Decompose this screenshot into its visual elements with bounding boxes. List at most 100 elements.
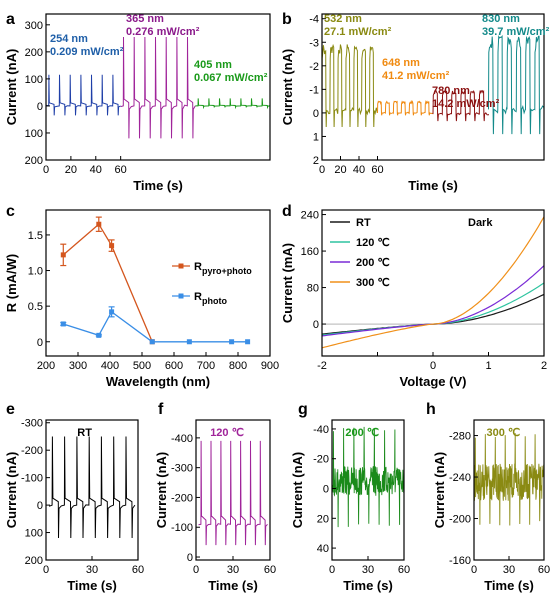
y-tick-label: -4 [309, 14, 319, 26]
plot-frame [45, 419, 139, 561]
y-tick-label: -2 [309, 61, 319, 73]
legend-marker [178, 263, 184, 269]
x-tick-label: 300 [69, 360, 87, 372]
y-tick-label: -100 [171, 522, 193, 534]
y-tick-label: 80 [307, 283, 319, 295]
y-tick-label: -240 [449, 472, 471, 484]
y-tick-label: 240 [301, 210, 319, 222]
x-tick-label: 60 [264, 564, 276, 576]
series-line [45, 74, 121, 116]
y-axis-label: Current (nA) [290, 452, 305, 529]
x-tick-label: 30 [227, 564, 239, 576]
series-line [377, 99, 434, 116]
series-annotation: 648 nm 41.2 mW/cm² [382, 57, 450, 82]
x-tick-label: 500 [133, 360, 151, 372]
y-tick-label: -200 [171, 492, 193, 504]
y-tick-label: 0 [37, 101, 43, 113]
panel-label: c [6, 203, 15, 220]
annotation-line: 0.067 mW/cm² [194, 72, 268, 84]
y-tick-label: -40 [313, 424, 329, 436]
y-axis-label: Current (nA) [4, 452, 19, 529]
x-tick-label: 0 [430, 360, 436, 372]
x-tick-label: 800 [229, 360, 247, 372]
y-tick-label: 200 [25, 555, 43, 567]
series-line [198, 440, 268, 546]
legend-marker [178, 293, 184, 299]
data-point [60, 252, 66, 258]
y-tick-label: 200 [25, 155, 43, 167]
y-tick-label: -200 [21, 445, 43, 457]
y-tick-label: -100 [21, 473, 43, 485]
y-tick-label: 300 [25, 20, 43, 32]
y-tick-label: -20 [313, 454, 329, 466]
panel-title: RT [77, 427, 92, 439]
x-axis-label: Time (s) [408, 178, 458, 193]
x-tick-label: 600 [165, 360, 183, 372]
panel-f: 0 30 60 -400 -300 -200 -100 0 Time (s) Current (n… [154, 401, 276, 593]
x-tick-label: 1 [485, 360, 491, 372]
y-tick-label: 0 [187, 552, 193, 564]
y-tick-label: 0 [313, 319, 319, 331]
y-axis-label: R (mA/W) [4, 254, 19, 313]
y-tick-label: 0 [37, 337, 43, 349]
data-point [96, 221, 102, 227]
y-tick-label: 2 [313, 155, 319, 167]
data-point [245, 339, 251, 345]
y-tick-label: -280 [449, 431, 471, 443]
x-tick-label: 0 [319, 164, 325, 176]
data-point [109, 309, 115, 315]
y-tick-label: 100 [25, 74, 43, 86]
y-axis-label: Current (mA) [280, 243, 295, 323]
y-tick-label: -1 [309, 84, 319, 96]
panel-b: 0 20 40 60 -4 -3 -2 -1 0 1 2 Time (s) Current (nA) b 5… [280, 11, 550, 193]
y-tick-label: 40 [317, 543, 329, 555]
data-point [96, 332, 102, 338]
series-line [120, 36, 196, 139]
y-tick-label: 1.0 [28, 266, 43, 278]
series-line [432, 88, 489, 122]
panel-label: b [282, 11, 292, 28]
panel-label: h [426, 401, 436, 418]
x-tick-label: 30 [86, 564, 98, 576]
annotation-line: 39.7 mW/cm² [482, 26, 550, 38]
x-axis-label: Time (s) [133, 178, 183, 193]
x-tick-label: 60 [115, 164, 127, 176]
annotation-line: 0.209 mW/cm² [50, 46, 124, 58]
panel-title: 200 ℃ [345, 427, 379, 439]
series-annotation: 254 nm 0.209 mW/cm² [50, 33, 124, 58]
x-tick-label: 60 [398, 564, 410, 576]
y-axis-label: Current (nA) [4, 49, 19, 126]
x-tick-label: 900 [261, 360, 279, 372]
annotation-line: 0.276 mW/cm² [126, 26, 200, 38]
x-axis-label: Wavelength (nm) [106, 374, 210, 389]
annotation-line: 830 nm [482, 13, 520, 25]
x-axis-label: Time (s) [67, 578, 117, 593]
panel-title: 300 ℃ [487, 427, 521, 439]
y-tick-label: 20 [317, 513, 329, 525]
x-axis-label: Time (s) [208, 578, 258, 593]
x-tick-label: 60 [538, 564, 550, 576]
x-tick-label: 60 [371, 164, 383, 176]
panel-c: 200 300 400 500 600 700 800 900 0 0.5 1.0 1.5 Wavele… [4, 203, 279, 389]
legend-entry: Rphoto [194, 291, 227, 306]
x-tick-label: 30 [362, 564, 374, 576]
panel-label: f [158, 401, 164, 418]
y-tick-label: 1 [313, 131, 319, 143]
plot-frame [45, 209, 271, 357]
series-line [48, 436, 136, 539]
panel-g: 0 30 60 -40 -20 0 20 40 Time (s) Current (nA) g 200… [290, 401, 410, 593]
legend-entry: 300 ℃ [356, 277, 390, 289]
y-axis-label: Current (nA) [280, 49, 295, 126]
y-tick-label: 100 [25, 528, 43, 540]
y-tick-label: 1.5 [28, 230, 43, 242]
legend-subscript: photo [202, 296, 227, 306]
legend-name: R [194, 261, 202, 273]
series-annotation: 405 nm 0.067 mW/cm² [194, 59, 268, 84]
legend-entry: RT [356, 217, 371, 229]
y-axis-label: Current (nA) [154, 452, 169, 529]
x-axis-label: Time (s) [343, 578, 393, 593]
x-tick-label: 200 [37, 360, 55, 372]
y-tick-label: 100 [25, 128, 43, 140]
series-line [321, 43, 378, 128]
x-tick-label: 0 [193, 564, 199, 576]
